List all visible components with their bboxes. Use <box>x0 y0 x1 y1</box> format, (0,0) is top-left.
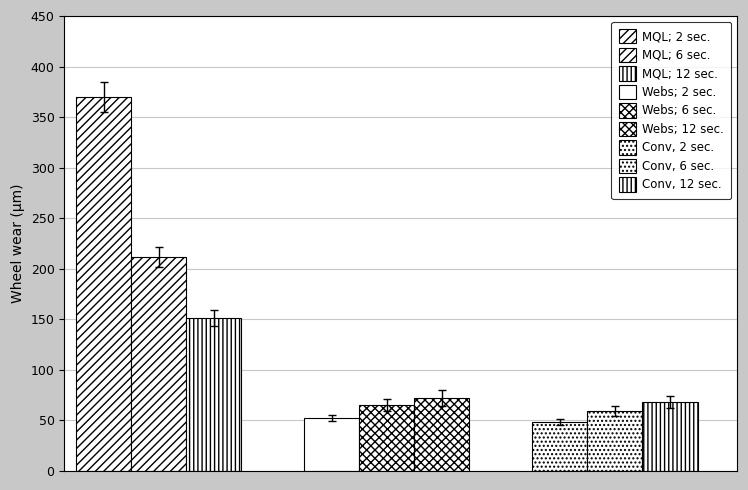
Bar <box>414 398 470 471</box>
Bar <box>643 402 698 471</box>
Bar <box>359 405 414 471</box>
Bar <box>76 97 131 471</box>
Bar <box>186 318 242 471</box>
Bar <box>587 411 643 471</box>
Bar <box>304 418 359 471</box>
Bar <box>533 422 587 471</box>
Legend: MQL; 2 sec., MQL; 6 sec., MQL; 12 sec., Webs; 2 sec., Webs; 6 sec., Webs; 12 sec: MQL; 2 sec., MQL; 6 sec., MQL; 12 sec., … <box>611 22 731 199</box>
Y-axis label: Wheel wear (μm): Wheel wear (μm) <box>11 184 25 303</box>
Bar <box>131 257 186 471</box>
